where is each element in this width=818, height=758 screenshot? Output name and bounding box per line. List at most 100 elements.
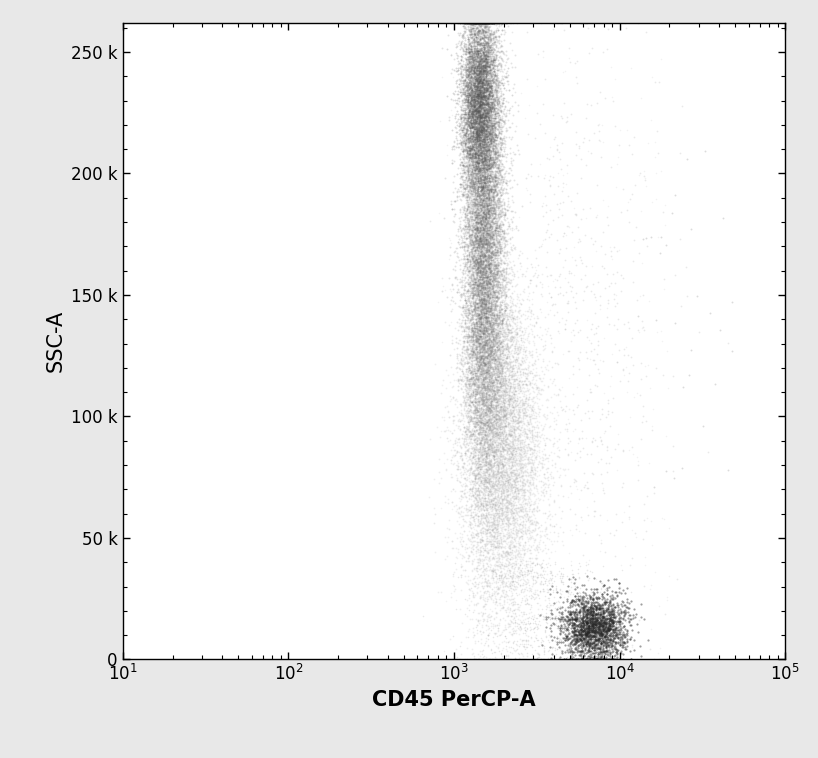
Point bbox=[510, 324, 523, 336]
Point bbox=[477, 138, 490, 150]
Point bbox=[474, 71, 488, 83]
Point bbox=[461, 541, 474, 553]
Point bbox=[498, 439, 511, 451]
Point bbox=[461, 285, 474, 297]
Point bbox=[475, 375, 488, 387]
Point bbox=[492, 92, 505, 105]
Point bbox=[479, 17, 492, 29]
Point bbox=[506, 312, 519, 324]
Point bbox=[473, 98, 486, 110]
Point bbox=[478, 198, 491, 210]
Point bbox=[483, 210, 496, 222]
Point bbox=[497, 202, 510, 214]
Point bbox=[587, 572, 600, 584]
Point bbox=[519, 171, 533, 183]
Point bbox=[473, 172, 486, 184]
Point bbox=[470, 233, 483, 245]
Point bbox=[472, 231, 485, 243]
Point bbox=[475, 396, 488, 409]
Point bbox=[479, 251, 492, 263]
Point bbox=[482, 554, 495, 566]
Point bbox=[468, 77, 481, 89]
Point bbox=[463, 159, 476, 171]
Point bbox=[467, 99, 480, 111]
Point bbox=[470, 424, 483, 436]
Point bbox=[473, 519, 486, 531]
Point bbox=[486, 126, 499, 138]
Point bbox=[483, 85, 496, 97]
Point bbox=[600, 630, 613, 642]
Point bbox=[479, 411, 492, 423]
Point bbox=[519, 112, 532, 124]
Point bbox=[556, 539, 569, 551]
Point bbox=[600, 645, 613, 657]
Point bbox=[456, 133, 469, 145]
Point bbox=[468, 118, 481, 130]
Point bbox=[468, 17, 481, 29]
Point bbox=[471, 299, 484, 311]
Point bbox=[483, 250, 497, 262]
Point bbox=[488, 158, 501, 170]
Point bbox=[456, 302, 470, 314]
Point bbox=[468, 599, 481, 611]
Point bbox=[483, 478, 497, 490]
Point bbox=[575, 645, 588, 657]
Point bbox=[501, 334, 515, 346]
Point bbox=[465, 64, 478, 76]
Point bbox=[474, 283, 487, 296]
Point bbox=[582, 653, 596, 666]
Point bbox=[474, 82, 487, 94]
Point bbox=[470, 318, 483, 330]
Point bbox=[462, 132, 475, 144]
Point bbox=[523, 484, 536, 496]
Point bbox=[468, 259, 481, 271]
Point bbox=[523, 287, 536, 299]
Point bbox=[481, 148, 494, 160]
Point bbox=[515, 412, 528, 424]
Point bbox=[471, 195, 484, 207]
Point bbox=[475, 74, 488, 86]
Point bbox=[482, 393, 495, 406]
Point bbox=[509, 479, 522, 491]
Point bbox=[470, 458, 483, 470]
Point bbox=[473, 418, 486, 431]
Point bbox=[616, 443, 629, 456]
Point bbox=[493, 409, 506, 421]
Point bbox=[465, 348, 478, 360]
Point bbox=[463, 236, 476, 248]
Point bbox=[469, 205, 482, 218]
Point bbox=[486, 111, 499, 124]
Point bbox=[490, 164, 503, 177]
Point bbox=[480, 17, 493, 29]
Point bbox=[497, 478, 510, 490]
Point bbox=[474, 99, 488, 111]
Point bbox=[482, 124, 495, 136]
Point bbox=[497, 263, 510, 275]
Point bbox=[488, 453, 501, 465]
Point bbox=[489, 399, 502, 411]
Point bbox=[468, 133, 481, 146]
Point bbox=[463, 509, 476, 522]
Point bbox=[532, 393, 545, 405]
Point bbox=[459, 345, 472, 357]
Point bbox=[484, 354, 497, 366]
Point bbox=[495, 380, 508, 392]
Point bbox=[484, 302, 497, 314]
Point bbox=[526, 374, 539, 386]
Point bbox=[484, 350, 497, 362]
Point bbox=[452, 420, 465, 432]
Point bbox=[473, 277, 486, 290]
Point bbox=[601, 622, 614, 634]
Point bbox=[499, 622, 512, 634]
Point bbox=[490, 216, 503, 228]
Point bbox=[515, 449, 528, 462]
Point bbox=[488, 180, 501, 192]
Point bbox=[476, 271, 489, 283]
Point bbox=[474, 321, 488, 333]
Point bbox=[482, 88, 495, 100]
Point bbox=[462, 469, 475, 481]
Point bbox=[416, 609, 429, 622]
Point bbox=[465, 236, 479, 248]
Point bbox=[477, 110, 490, 122]
Point bbox=[665, 207, 678, 219]
